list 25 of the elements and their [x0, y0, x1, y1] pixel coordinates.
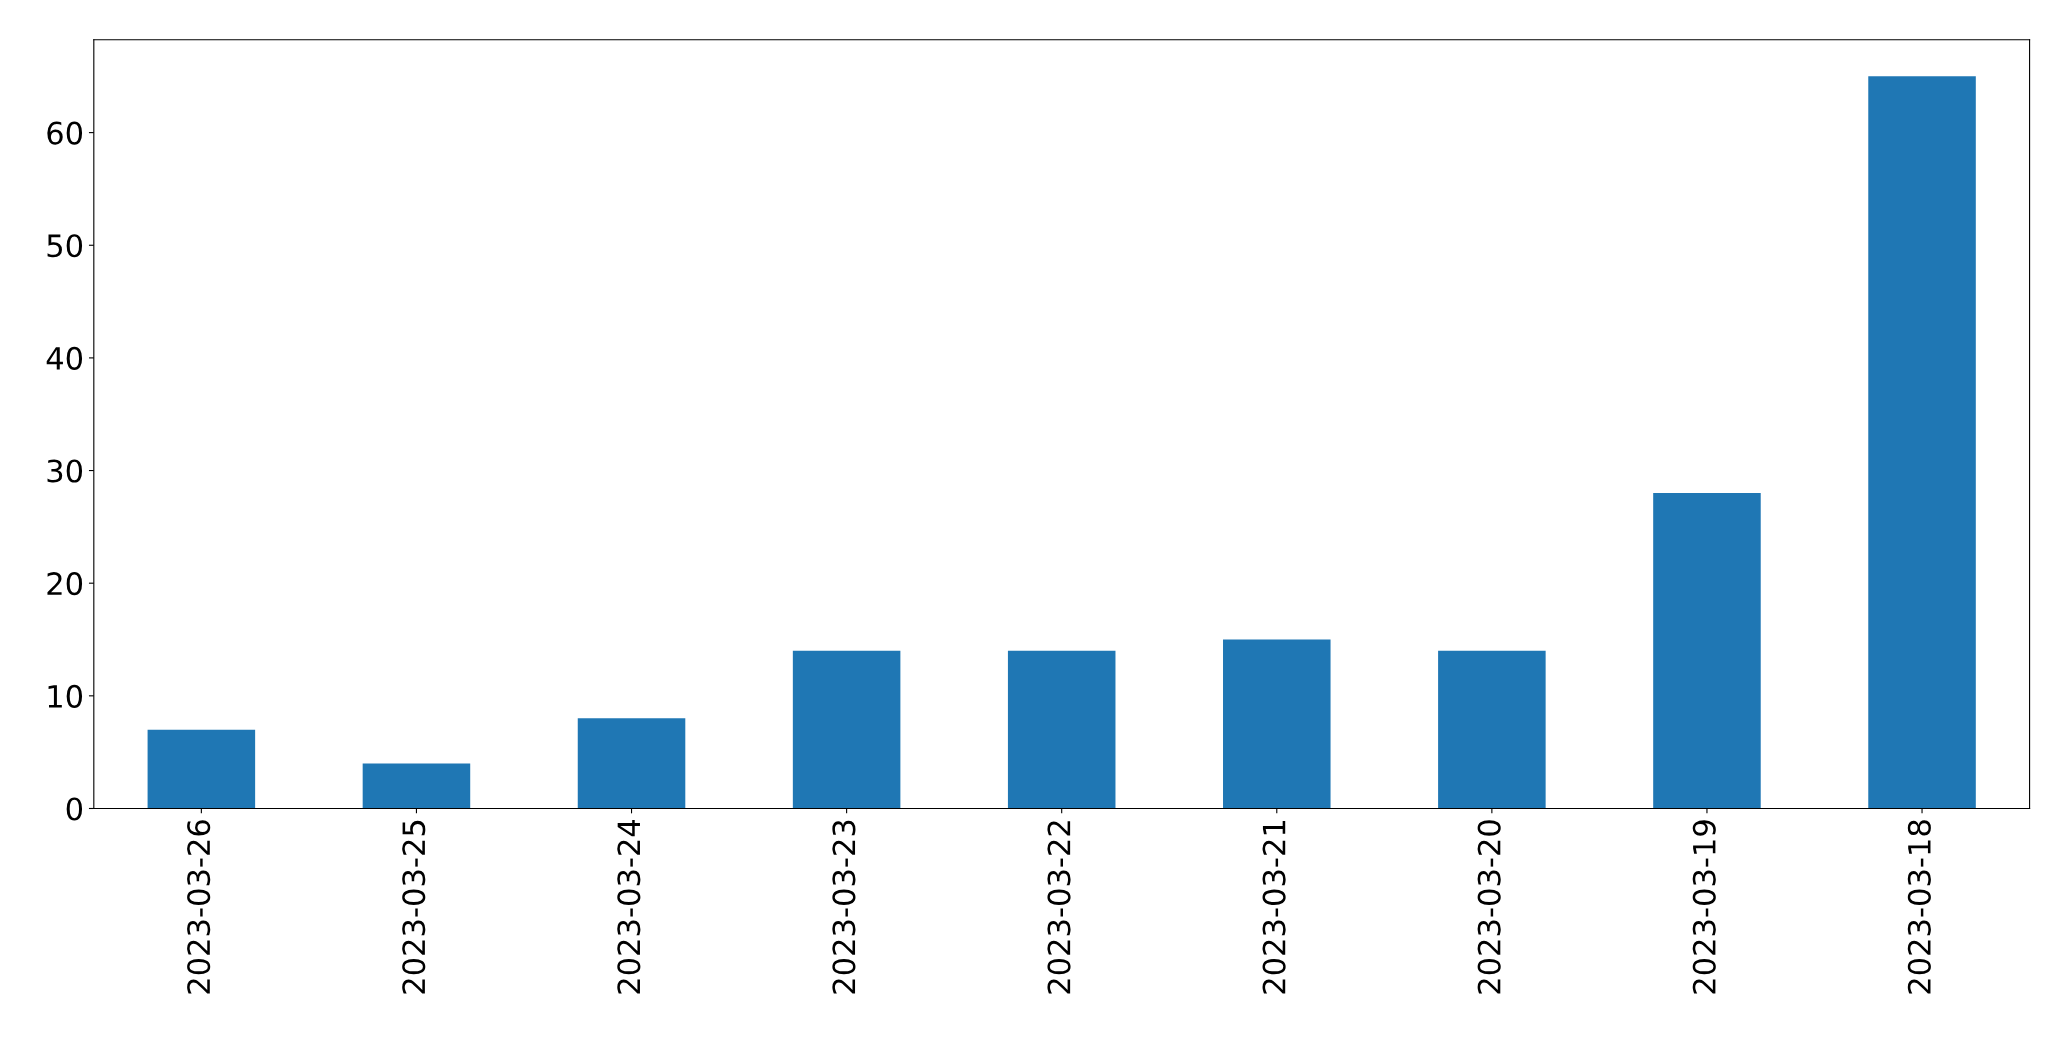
y-tick-label: 30	[47, 459, 83, 483]
y-tick-label: 60	[47, 121, 83, 145]
x-tick-label: 2023-03-23	[832, 820, 856, 994]
x-tick-label: 2023-03-25	[402, 820, 426, 994]
bar	[1007, 650, 1116, 809]
x-tick-label: 2023-03-21	[1262, 821, 1286, 994]
y-tick-label: 20	[47, 572, 83, 596]
x-tick-label: 2023-03-18	[1907, 820, 1931, 994]
bar	[577, 718, 686, 809]
bar	[1653, 493, 1761, 809]
y-tick-label: 50	[47, 234, 83, 258]
bar	[792, 650, 901, 809]
bar	[1223, 639, 1331, 809]
x-tick-label: 2023-03-26	[187, 820, 211, 994]
x-tick-label: 2023-03-24	[617, 819, 641, 994]
bar	[147, 729, 256, 809]
x-tick-label: 2023-03-19	[1692, 820, 1716, 994]
y-tick-label: 0	[66, 797, 83, 821]
bar	[362, 763, 471, 809]
x-tick-label: 2023-03-20	[1477, 820, 1501, 994]
y-tick-label: 10	[48, 684, 83, 708]
x-tick-label: 2023-03-22	[1047, 821, 1071, 994]
y-tick-label: 40	[46, 346, 83, 370]
bar	[1868, 76, 1976, 809]
bar	[1438, 650, 1546, 809]
